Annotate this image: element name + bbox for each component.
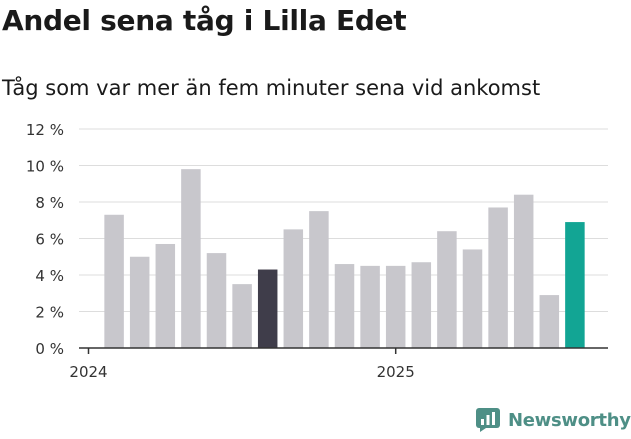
chart-title: Andel sena tåg i Lilla Edet [2,4,407,37]
y-tick-label: 2 % [35,304,64,322]
bar [437,231,457,348]
x-axis-ticks: 2024 2025 [69,348,415,381]
bar [206,253,227,348]
bar [232,284,252,348]
y-tick-label: 6 % [35,231,64,249]
y-tick-label: 4 % [35,267,64,285]
x-tick-label: 2025 [377,363,415,381]
bar [104,214,124,348]
bar [334,264,355,348]
y-tick-label: 12 % [26,121,64,139]
y-tick-label: 10 % [26,158,64,176]
bar [360,265,380,348]
y-tick-label: 8 % [35,194,64,212]
y-tick-label: 0 % [35,340,64,358]
x-tick-label: 2024 [69,363,107,381]
bar [155,243,176,348]
bar [539,295,560,348]
bar [129,256,150,348]
bar [309,211,329,348]
bars [104,169,585,348]
bar [411,262,432,348]
bar [488,207,508,348]
bar [385,265,406,348]
bar [257,269,278,348]
bar [181,169,201,348]
bar [513,194,534,348]
brand-name: Newsworthy [508,409,631,431]
newsworthy-logo-icon [476,408,500,432]
bar [283,229,304,348]
brand: Newsworthy [476,408,631,432]
chart-subtitle: Tåg som var mer än fem minuter sena vid … [2,76,541,100]
y-axis-ticks: 0 % 2 % 4 % 6 % 8 % 10 % 12 % [26,121,64,358]
bar [462,249,483,348]
bar [565,222,585,348]
